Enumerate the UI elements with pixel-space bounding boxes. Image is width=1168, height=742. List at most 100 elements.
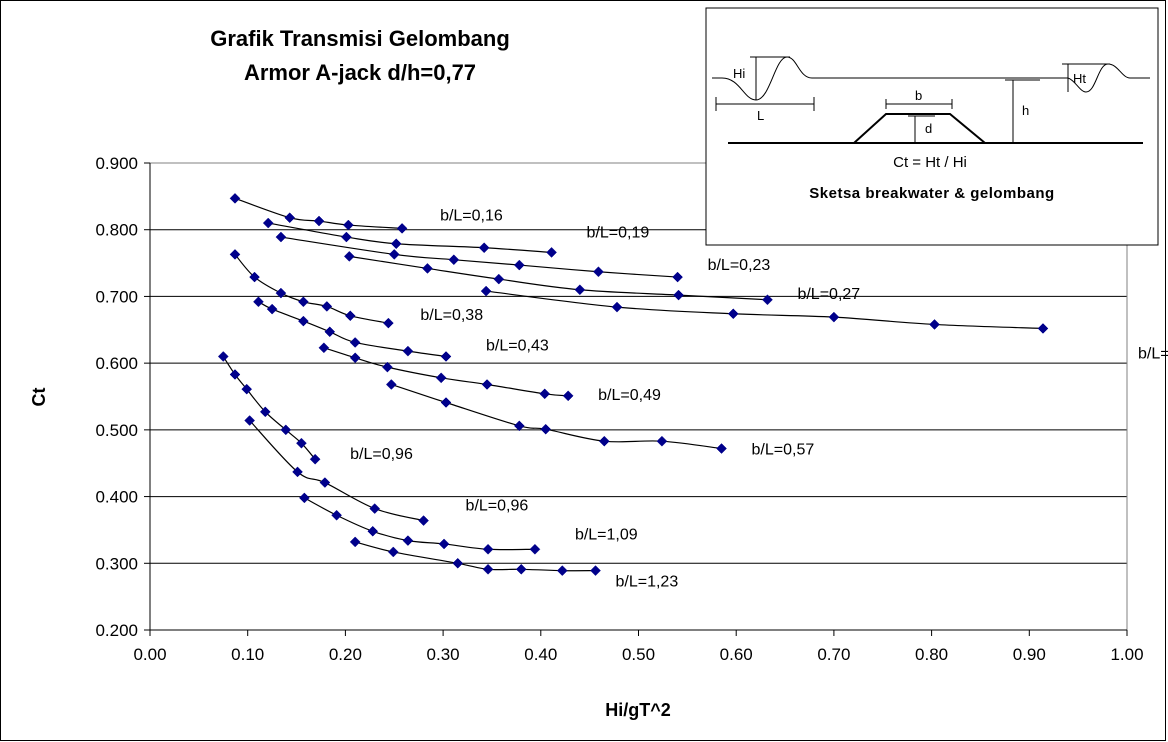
data-point bbox=[1037, 323, 1049, 334]
data-point bbox=[309, 453, 321, 465]
series-label: b/L=0,16 bbox=[440, 207, 503, 224]
x-axis-label: Hi/gT^2 bbox=[605, 700, 671, 720]
data-point bbox=[929, 319, 940, 330]
data-point bbox=[298, 296, 309, 308]
data-point bbox=[402, 345, 414, 357]
x-tick-label: 0.90 bbox=[1013, 645, 1046, 664]
series-label: b/L=0,38 bbox=[420, 307, 483, 324]
series-labels: b/L=0,16 b/L=0,19 b/L=0,23 b/L=0,27 b/L=0,33… bbox=[350, 207, 1168, 590]
data-point bbox=[275, 231, 287, 243]
data-point bbox=[298, 315, 309, 327]
data-point bbox=[513, 259, 525, 271]
b-label: b bbox=[915, 88, 922, 103]
data-point bbox=[385, 379, 397, 390]
data-point bbox=[540, 423, 552, 435]
series-label: b/L=0,27 bbox=[797, 286, 860, 303]
data-point bbox=[229, 193, 241, 204]
series-label: b/L=0,43 bbox=[486, 337, 549, 354]
y-tick-label: 0.300 bbox=[95, 554, 138, 573]
data-point bbox=[481, 379, 493, 390]
inset-border bbox=[705, 7, 1159, 246]
data-point bbox=[452, 557, 464, 569]
data-point bbox=[539, 388, 551, 400]
data-point bbox=[342, 219, 354, 231]
series-label: b/L=1,09 bbox=[575, 526, 638, 543]
ct-formula: Ct = Ht / Hi bbox=[893, 154, 967, 171]
data-point bbox=[546, 247, 557, 258]
data-point bbox=[341, 231, 352, 243]
ht-label: Ht bbox=[1073, 71, 1086, 86]
data-point bbox=[611, 301, 623, 313]
data-point bbox=[382, 361, 393, 373]
data-point bbox=[598, 435, 610, 447]
data-point bbox=[292, 466, 303, 478]
data-point bbox=[438, 538, 450, 550]
x-tick-label: 0.60 bbox=[720, 645, 753, 664]
data-point bbox=[727, 308, 739, 320]
data-point bbox=[331, 509, 342, 521]
data-point bbox=[513, 420, 525, 432]
data-point bbox=[515, 563, 527, 575]
data-point bbox=[249, 271, 260, 283]
data-point bbox=[716, 443, 727, 454]
data-point bbox=[262, 217, 274, 229]
data-point bbox=[229, 369, 241, 380]
data-point bbox=[480, 285, 492, 297]
data-point bbox=[478, 242, 490, 254]
hi-label: Hi bbox=[733, 66, 745, 81]
data-point bbox=[275, 287, 287, 299]
data-point bbox=[343, 251, 355, 262]
data-point bbox=[440, 397, 452, 408]
y-tick-label: 0.800 bbox=[95, 221, 138, 240]
y-axis-label: Ct bbox=[29, 388, 49, 407]
data-point bbox=[387, 546, 399, 558]
x-tick-label: 0.30 bbox=[427, 645, 460, 664]
data-point bbox=[313, 215, 325, 227]
data-point bbox=[422, 263, 433, 274]
data-point bbox=[493, 273, 505, 285]
data-point bbox=[435, 372, 447, 384]
data-point bbox=[349, 352, 361, 364]
data-point bbox=[593, 266, 604, 278]
data-point bbox=[349, 536, 361, 548]
data-point bbox=[402, 535, 414, 546]
data-point bbox=[529, 543, 541, 555]
x-tick-label: 0.70 bbox=[817, 645, 850, 664]
x-tick-label: 0.80 bbox=[915, 645, 948, 664]
data-point bbox=[369, 503, 381, 514]
y-tick-label: 0.700 bbox=[95, 287, 138, 306]
data-point bbox=[349, 337, 361, 348]
x-tick-label: 0.10 bbox=[231, 645, 264, 664]
data-point bbox=[396, 223, 408, 234]
y-tick-label: 0.400 bbox=[95, 488, 138, 507]
data-point bbox=[482, 543, 494, 555]
data-point bbox=[482, 563, 494, 575]
series-label: b/L=0,57 bbox=[752, 442, 815, 459]
data-point bbox=[390, 238, 402, 250]
series-line bbox=[280, 236, 678, 278]
data-point bbox=[673, 289, 684, 301]
chart-title-line-2: Armor A-jack d/h=0,77 bbox=[244, 60, 476, 85]
chart-title-line-1: Grafik Transmisi Gelombang bbox=[210, 26, 510, 51]
data-point bbox=[244, 415, 256, 426]
series-label: b/L=0,49 bbox=[598, 387, 661, 404]
data-point bbox=[656, 435, 668, 447]
data-point bbox=[280, 424, 292, 436]
inset-caption: Sketsa breakwater & gelombang bbox=[809, 185, 1054, 202]
series-label: b/L=0,23 bbox=[708, 257, 771, 274]
data-point bbox=[229, 249, 241, 260]
y-tick-label: 0.900 bbox=[95, 154, 138, 173]
data-point bbox=[241, 383, 253, 395]
data-point bbox=[284, 212, 296, 224]
breakwater-shape bbox=[853, 113, 986, 144]
transmitted-wave bbox=[1067, 63, 1150, 93]
data-point bbox=[448, 254, 460, 266]
data-point bbox=[828, 311, 840, 323]
d-label: d bbox=[925, 121, 932, 136]
series-label: b/L=0,19 bbox=[587, 224, 650, 241]
y-tick-label: 0.200 bbox=[95, 621, 138, 640]
h-label: h bbox=[1022, 103, 1029, 118]
y-tick-label: 0.600 bbox=[95, 354, 138, 373]
series-label: b/L=0,33 bbox=[1138, 345, 1168, 362]
x-tick-label: 0.40 bbox=[524, 645, 557, 664]
